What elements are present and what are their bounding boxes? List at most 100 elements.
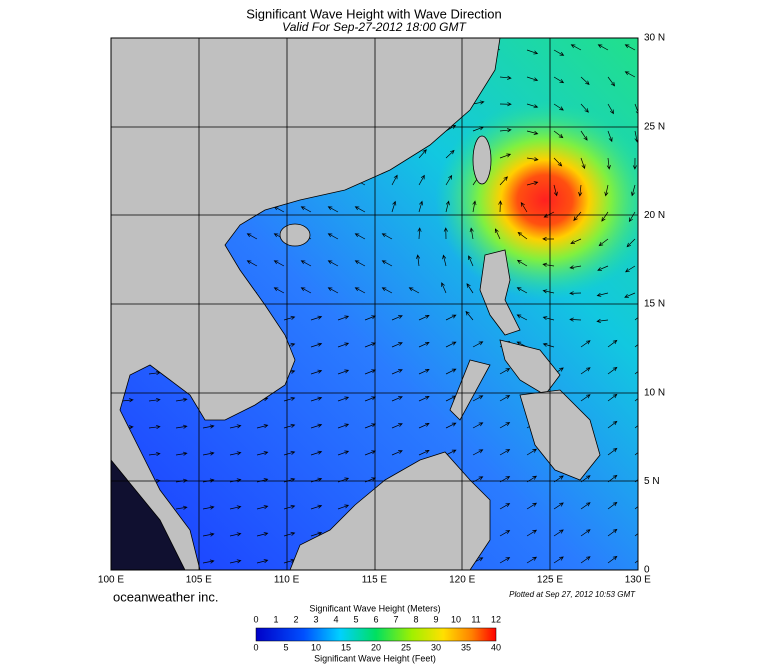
wave-arrow (569, 317, 582, 322)
wave-arrow (607, 555, 618, 564)
wave-arrow (391, 423, 403, 429)
wave-arrow (553, 76, 565, 84)
graticule (111, 38, 638, 570)
wave-arrow (516, 314, 528, 321)
wave-arrow (327, 287, 339, 294)
wave-arrow (273, 260, 285, 267)
wave-arrow (628, 211, 636, 223)
wave-arrow (445, 200, 450, 213)
wave-arrow (634, 506, 638, 510)
wave-arrow (624, 292, 636, 298)
wave-arrow (418, 200, 424, 213)
wave-arrow (229, 424, 242, 429)
wave-arrow (310, 423, 323, 429)
wave-arrow (445, 174, 453, 186)
wave-arrow (526, 76, 539, 82)
wave-arrow (337, 342, 350, 348)
subtitle: Valid For Sep-27-2012 18:00 GMT (282, 20, 467, 34)
wave-arrow (624, 44, 636, 51)
lon-label: 115 E (362, 575, 388, 586)
brand: oceanweather inc. (113, 589, 219, 604)
wave-arrow (310, 504, 323, 510)
wave-arrow (499, 503, 511, 510)
wave-arrow (607, 501, 618, 510)
wave-arrow (175, 397, 188, 402)
wave-arrow (327, 260, 339, 267)
wave-arrow (468, 255, 474, 267)
wave-arrow (580, 367, 591, 375)
wave-arrow (580, 502, 591, 510)
wave-arrow (607, 76, 616, 87)
wave-arrow (408, 287, 420, 294)
wave-arrow (418, 395, 430, 402)
wave-arrow (148, 451, 161, 457)
wave-arrow (624, 71, 636, 78)
wave-arrow (526, 130, 539, 135)
wave-arrow (499, 530, 511, 537)
wave-arrow (580, 76, 590, 86)
wave-arrow (310, 450, 323, 456)
wave-arrow (526, 448, 538, 456)
storm-field (435, 100, 638, 300)
wave-arrow (202, 559, 215, 564)
wave-arrow (229, 451, 242, 456)
wave-arrow (442, 254, 447, 267)
wave-arrow (498, 200, 503, 213)
wave-arrow (573, 211, 582, 221)
wave-arrow (300, 206, 312, 213)
wave-arrow (310, 477, 323, 483)
wave-arrow (542, 289, 555, 294)
meters-tick: 6 (373, 614, 378, 624)
wave-arrow (310, 396, 323, 402)
wave-arrow (553, 529, 564, 537)
wave-arrow (607, 103, 614, 115)
wave-arrow (256, 505, 269, 510)
wave-arrow (256, 424, 269, 429)
wave-arrow (580, 157, 586, 170)
lon-label: 130 E (625, 575, 651, 586)
wave-arrow (526, 103, 539, 109)
wave-arrow (391, 174, 398, 186)
lat-label: 30 N (644, 33, 665, 44)
wave-arrow (604, 184, 609, 197)
wave-arrow (472, 395, 484, 402)
lat-label: 10 N (644, 387, 665, 398)
wave-arrow (441, 282, 447, 294)
wave-arrow (121, 398, 134, 403)
wave-arrow (466, 283, 474, 294)
wave-arrow (310, 315, 323, 321)
wave-arrow (526, 502, 538, 510)
wave-arrow (300, 260, 312, 267)
wave-arrow (256, 532, 269, 537)
wave-arrow (148, 424, 161, 430)
wave-arrow (327, 233, 339, 240)
wave-arrow (580, 394, 591, 402)
lat-label: 5 N (644, 476, 660, 487)
wave-arrow (418, 149, 427, 159)
wave-arrow (634, 103, 638, 114)
wave-arrow (229, 559, 242, 564)
title: Significant Wave Height with Wave Direct… (246, 6, 502, 21)
wave-arrow (443, 227, 448, 240)
wave-arrow (283, 504, 296, 510)
feet-tick: 10 (311, 642, 321, 652)
wave-arrow (418, 341, 430, 348)
wave-arrow (494, 228, 501, 240)
meters-tick: 3 (313, 614, 318, 624)
wave-arrow (417, 227, 422, 240)
meters-tick: 5 (353, 614, 358, 624)
wave-arrow (418, 449, 430, 456)
wave-arrow (634, 398, 638, 402)
feet-tick: 35 (461, 642, 471, 652)
wave-arrow (273, 287, 285, 294)
feet-tick: 30 (431, 642, 441, 652)
wave-arrow (634, 452, 638, 456)
wave-arrow (499, 176, 508, 186)
wave-arrow (553, 103, 564, 111)
wave-arrow (553, 556, 564, 564)
lat-label: 25 N (644, 121, 665, 132)
wave-arrow (607, 447, 618, 456)
wave-arrow (596, 318, 609, 323)
wave-arrow (445, 422, 457, 429)
feet-tick: 40 (491, 642, 501, 652)
